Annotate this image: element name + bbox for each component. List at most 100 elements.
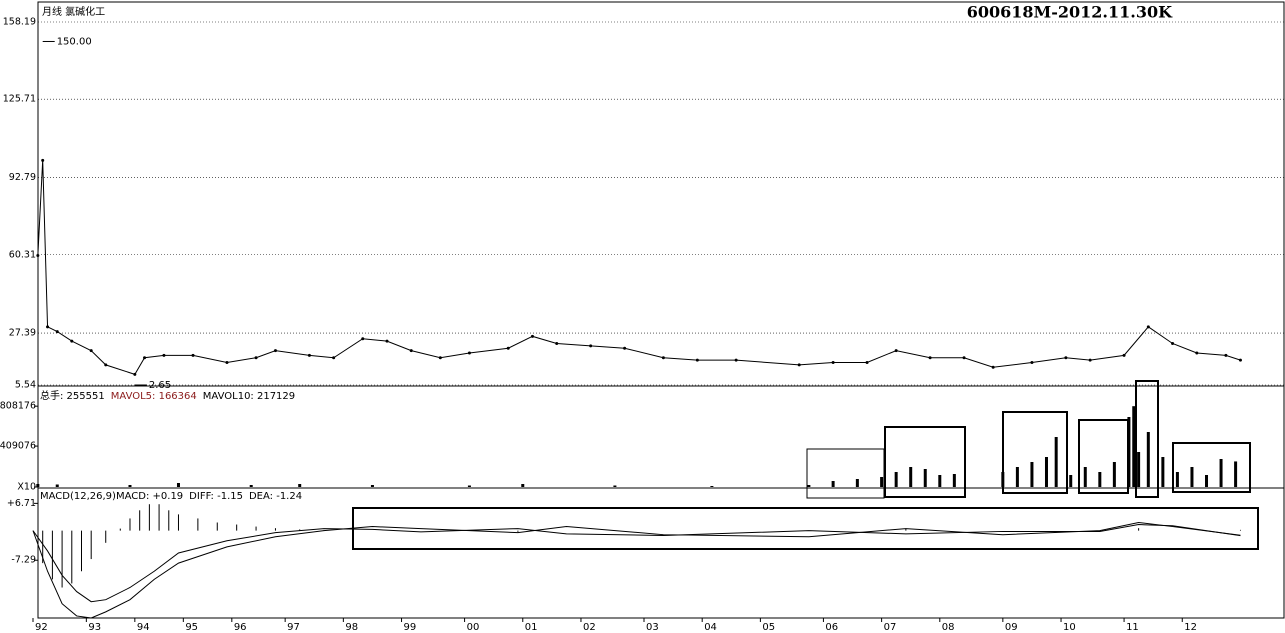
- volume-bar: [176, 483, 180, 487]
- price-point: [104, 363, 108, 367]
- y-tick-label: 5.54: [15, 380, 36, 391]
- x-tick-label: 95: [185, 622, 198, 633]
- plot-frame: [37, 1, 1285, 619]
- volume-bar: [880, 477, 884, 487]
- price-point: [41, 158, 45, 162]
- price-point: [46, 325, 50, 329]
- price-point: [797, 363, 801, 367]
- price-point: [385, 339, 389, 343]
- x-tick-label: 94: [137, 622, 150, 633]
- price-point: [307, 353, 311, 357]
- volume-bar: [1030, 462, 1034, 487]
- price-point: [928, 356, 932, 360]
- volume-bar: [1234, 461, 1238, 487]
- volume-bar: [370, 485, 374, 487]
- price-point: [467, 351, 471, 355]
- x-tick-label: 11: [1126, 622, 1139, 633]
- volume-bar: [1001, 472, 1005, 487]
- y-tick-label: 158.19: [3, 17, 36, 28]
- volume-bar: [807, 485, 811, 487]
- volume-bar: [55, 484, 59, 487]
- volume-bar: [521, 484, 525, 487]
- x-tick-label: 03: [646, 622, 659, 633]
- price-point: [1088, 358, 1092, 362]
- price-point: [1238, 358, 1242, 362]
- macd-line: [32, 524, 1241, 603]
- price-point: [734, 358, 738, 362]
- price-point: [89, 349, 93, 353]
- y-tick-label: X10: [17, 482, 36, 493]
- volume-bar: [1161, 457, 1165, 487]
- price-point: [1146, 325, 1150, 329]
- volume-bar: [1137, 452, 1141, 487]
- volume-bar: [1069, 475, 1073, 487]
- x-tick-label: 93: [88, 622, 101, 633]
- price-point: [865, 361, 869, 365]
- highlight-box: [1135, 380, 1159, 498]
- price-point: [1030, 361, 1034, 365]
- price-point: [254, 356, 258, 360]
- volume-bar: [1015, 467, 1019, 487]
- legend-entry: MACD: +0.19: [116, 491, 183, 502]
- volume-bar: [1127, 417, 1131, 487]
- price-point: [1171, 341, 1175, 345]
- price-point: [555, 341, 559, 345]
- x-tick-label: 02: [583, 622, 596, 633]
- chart-subtitle: 600618M-2012.11.30K: [967, 3, 1173, 22]
- price-point: [332, 356, 336, 360]
- chart-title: 月线 氯碱化工: [42, 5, 105, 18]
- y-tick-label: 27.39: [9, 328, 36, 339]
- price-point: [133, 372, 137, 376]
- x-tick-label: 12: [1184, 622, 1197, 633]
- highlight-box: [1172, 442, 1251, 493]
- x-tick-label: 07: [884, 622, 897, 633]
- x-tick-label: 10: [1063, 622, 1076, 633]
- price-point: [695, 358, 699, 362]
- price-point: [36, 253, 40, 257]
- price-point: [273, 349, 277, 353]
- volume-bar: [1054, 437, 1058, 487]
- price-point: [991, 365, 995, 369]
- x-tick-label: 92: [35, 622, 48, 633]
- volume-bar: [1219, 459, 1223, 487]
- price-point: [162, 353, 166, 357]
- x-tick-label: 00: [467, 622, 480, 633]
- price-point: [1224, 353, 1228, 357]
- macd-title: MACD(12,26,9): [40, 491, 116, 502]
- volume-bar: [613, 485, 617, 487]
- volume-bar: [938, 475, 942, 487]
- volume-bar: [36, 484, 40, 487]
- x-tick-label: 04: [704, 622, 717, 633]
- x-tick-label: 99: [404, 622, 417, 633]
- volume-bar: [710, 486, 714, 487]
- volume-bar: [1175, 472, 1179, 487]
- price-point: [894, 349, 898, 353]
- volume-bar: [1098, 472, 1102, 487]
- price-point: [623, 346, 627, 350]
- y-tick-label: 60.31: [9, 249, 36, 260]
- y-tick-label: -7.29: [11, 555, 36, 566]
- price-point: [143, 356, 147, 360]
- price-point: [1195, 351, 1199, 355]
- legend-entry: DIFF: -1.15: [189, 491, 243, 502]
- volume-bar: [298, 484, 302, 487]
- price-point: [661, 356, 665, 360]
- legend-entry: 总手: 255551: [40, 389, 105, 402]
- volume-bar: [1146, 432, 1150, 487]
- price-point: [1122, 353, 1126, 357]
- x-tick-label: 05: [762, 622, 775, 633]
- price-point: [361, 337, 365, 341]
- volume-bar: [923, 469, 927, 487]
- volume-bar: [128, 485, 132, 487]
- x-tick-label: 98: [345, 622, 358, 633]
- volume-bar: [1083, 467, 1087, 487]
- y-tick-label: +6.71: [7, 498, 36, 509]
- price-point: [409, 349, 413, 353]
- volume-bar: [467, 485, 471, 487]
- legend-entry: DEA: -1.24: [249, 491, 302, 502]
- volume-bar: [1112, 462, 1116, 487]
- price-line: [37, 160, 1241, 375]
- annotation: 2.65: [149, 380, 171, 391]
- annotation: 150.00: [57, 36, 92, 47]
